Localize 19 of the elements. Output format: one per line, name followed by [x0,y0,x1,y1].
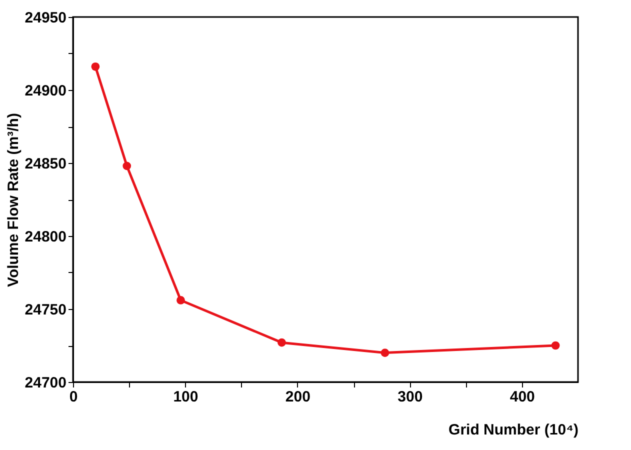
x-tick-label: 200 [285,388,310,406]
x-tick-label: 0 [69,388,78,406]
y-axis-title: Volume Flow Rate (m³/h) [4,113,22,287]
point [380,348,390,357]
x-tick-label: 100 [173,388,198,406]
y-tick-label: 24750 [24,302,66,318]
point [176,296,185,304]
y-tick-label: 24850 [24,156,66,172]
point [278,338,286,347]
y-tick-label: 24700 [24,374,66,392]
x-tick-label: 400 [510,388,535,406]
point [122,162,132,170]
x-axis-title: Grid Number (10⁴) [448,422,578,438]
x-tick-label: 300 [398,388,423,406]
y-tick-label: 24800 [24,228,66,246]
y-tick-label: 24900 [24,82,66,100]
point [91,62,100,71]
point [551,341,560,350]
y-tick-label: 24950 [24,10,66,26]
